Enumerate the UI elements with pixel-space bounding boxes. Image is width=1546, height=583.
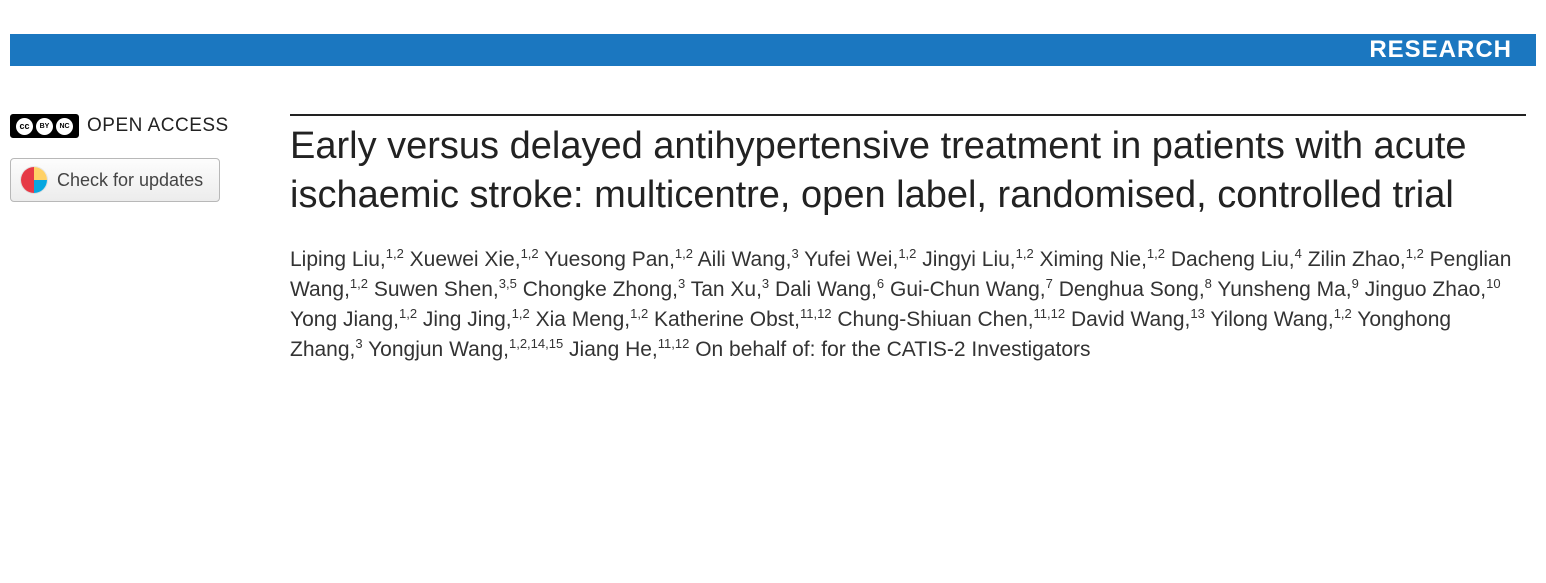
sidebar: cc BY NC OPEN ACCESS Check for updates [10, 114, 290, 365]
author-affiliation: 3 [791, 246, 798, 261]
author-affiliation: 1,2,14,15 [509, 336, 563, 351]
author: Yong Jiang,1,2 [290, 308, 417, 331]
by-icon: BY [36, 118, 53, 135]
author-affiliation: 8 [1205, 276, 1212, 291]
author-affiliation: 10 [1486, 276, 1500, 291]
author-affiliation: 1,2 [521, 246, 539, 261]
author-list: Liping Liu,1,2 Xuewei Xie,1,2 Yuesong Pa… [290, 245, 1526, 364]
author-affiliation: 9 [1352, 276, 1359, 291]
author: Chung-Shiuan Chen,11,12 [837, 308, 1065, 331]
author: Dali Wang,6 [775, 278, 884, 301]
author: Liping Liu,1,2 [290, 248, 404, 271]
author: Xia Meng,1,2 [536, 308, 649, 331]
check-for-updates-button[interactable]: Check for updates [10, 158, 220, 202]
author: Katherine Obst,11,12 [654, 308, 832, 331]
author-affiliation: 11,12 [1034, 306, 1066, 321]
article-main: Early versus delayed antihypertensive tr… [290, 114, 1526, 365]
author-affiliation: 1,2 [1147, 246, 1165, 261]
author-affiliation: 1,2 [1406, 246, 1424, 261]
author-affiliation: 6 [877, 276, 884, 291]
author: Yunsheng Ma,9 [1217, 278, 1359, 301]
author-affiliation: 1,2 [1334, 306, 1352, 321]
cc-icon: cc [16, 118, 33, 135]
author: Jiang He,11,12 [569, 338, 689, 361]
author: Ximing Nie,1,2 [1040, 248, 1165, 271]
author: Zilin Zhao,1,2 [1308, 248, 1424, 271]
author-affiliation: 7 [1046, 276, 1053, 291]
author-affiliation: 1,2 [675, 246, 693, 261]
author-affiliation: 3 [355, 336, 362, 351]
author-affiliation: 1,2 [898, 246, 916, 261]
article-title: Early versus delayed antihypertensive tr… [290, 122, 1526, 219]
author-affiliation: 3,5 [499, 276, 517, 291]
author: Chongke Zhong,3 [523, 278, 686, 301]
section-header-bar: RESEARCH [10, 34, 1536, 66]
open-access-badge: cc BY NC OPEN ACCESS [10, 114, 270, 138]
check-for-updates-label: Check for updates [57, 170, 203, 191]
author-affiliation: 1,2 [630, 306, 648, 321]
author: Aili Wang,3 [698, 248, 799, 271]
author: Yufei Wei,1,2 [804, 248, 916, 271]
author-affiliation: 3 [678, 276, 685, 291]
author: Yilong Wang,1,2 [1210, 308, 1351, 331]
author: Denghua Song,8 [1059, 278, 1212, 301]
author-affiliation: 11,12 [800, 306, 832, 321]
author: Xuewei Xie,1,2 [410, 248, 539, 271]
author-affiliation: 1,2 [386, 246, 404, 261]
author-affiliation: 1,2 [350, 276, 368, 291]
author-affiliation: 1,2 [512, 306, 530, 321]
author: Dacheng Liu,4 [1171, 248, 1302, 271]
author-affiliation: 1,2 [399, 306, 417, 321]
author: Yongjun Wang,1,2,14,15 [368, 338, 563, 361]
author: Jingyi Liu,1,2 [922, 248, 1033, 271]
author: Tan Xu,3 [691, 278, 769, 301]
article-header-block: cc BY NC OPEN ACCESS Check for updates E… [0, 66, 1546, 365]
cc-license-icon: cc BY NC [10, 114, 79, 138]
on-behalf-text: On behalf of: for the CATIS-2 Investigat… [695, 338, 1090, 361]
author: Jing Jing,1,2 [423, 308, 530, 331]
author: Jinguo Zhao,10 [1365, 278, 1501, 301]
author-affiliation: 11,12 [658, 336, 690, 351]
author-affiliation: 4 [1295, 246, 1302, 261]
nc-icon: NC [56, 118, 73, 135]
section-label: RESEARCH [1369, 36, 1512, 64]
author-affiliation: 3 [762, 276, 769, 291]
author-affiliation: 13 [1190, 306, 1204, 321]
author-affiliation: 1,2 [1016, 246, 1034, 261]
author: Yuesong Pan,1,2 [544, 248, 693, 271]
crossmark-icon [21, 167, 47, 193]
author: Suwen Shen,3,5 [374, 278, 517, 301]
author: Gui-Chun Wang,7 [890, 278, 1053, 301]
open-access-label: OPEN ACCESS [87, 115, 229, 137]
author: David Wang,13 [1071, 308, 1205, 331]
